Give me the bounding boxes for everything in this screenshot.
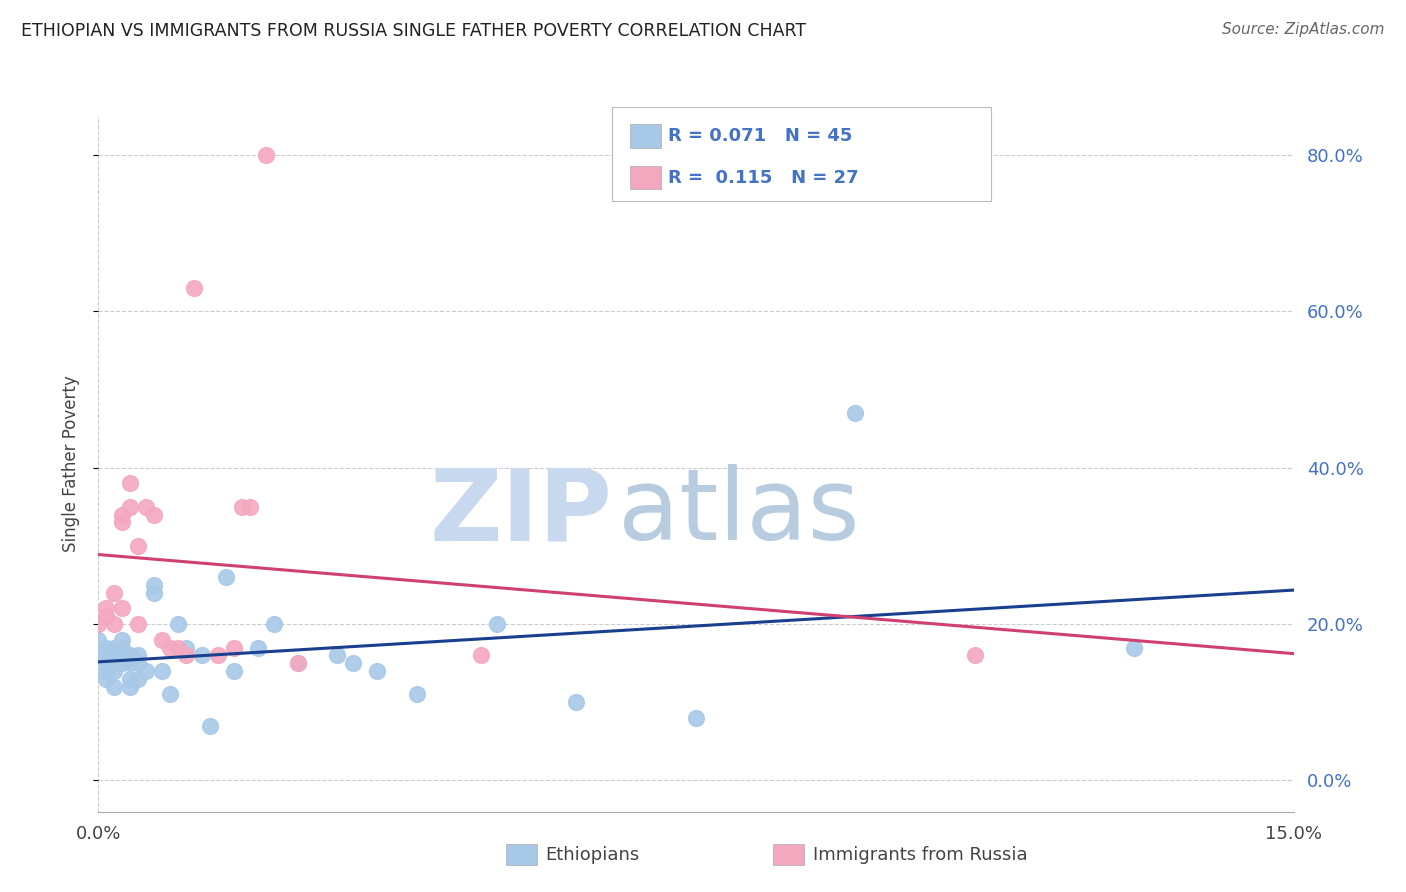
Point bbox=[167, 640, 190, 655]
Point bbox=[159, 640, 181, 655]
Text: Ethiopians: Ethiopians bbox=[546, 846, 640, 863]
Point bbox=[120, 680, 142, 694]
Point bbox=[120, 476, 142, 491]
Point bbox=[231, 500, 253, 514]
Point bbox=[96, 648, 118, 663]
Point bbox=[103, 586, 125, 600]
Point bbox=[326, 648, 349, 663]
Point bbox=[120, 500, 142, 514]
Point bbox=[127, 656, 149, 670]
Point bbox=[96, 664, 118, 678]
Point bbox=[222, 664, 245, 678]
Point bbox=[111, 640, 134, 655]
Point bbox=[120, 656, 142, 670]
Point bbox=[470, 648, 492, 663]
Point bbox=[183, 281, 205, 295]
Text: ETHIOPIAN VS IMMIGRANTS FROM RUSSIA SINGLE FATHER POVERTY CORRELATION CHART: ETHIOPIAN VS IMMIGRANTS FROM RUSSIA SING… bbox=[21, 22, 806, 40]
Point bbox=[111, 516, 134, 530]
Point bbox=[191, 648, 214, 663]
Point bbox=[1123, 640, 1146, 655]
Point bbox=[485, 617, 508, 632]
Text: atlas: atlas bbox=[619, 464, 860, 561]
Point bbox=[103, 648, 125, 663]
Point bbox=[143, 586, 166, 600]
Point bbox=[150, 664, 173, 678]
Point bbox=[111, 601, 134, 615]
Point bbox=[150, 632, 173, 647]
Point bbox=[174, 640, 197, 655]
Point bbox=[103, 680, 125, 694]
Point bbox=[565, 695, 588, 709]
Y-axis label: Single Father Poverty: Single Father Poverty bbox=[62, 376, 80, 552]
Point bbox=[174, 648, 197, 663]
Text: R = 0.071   N = 45: R = 0.071 N = 45 bbox=[668, 127, 852, 145]
Point bbox=[963, 648, 986, 663]
Point bbox=[87, 632, 110, 647]
Point bbox=[96, 601, 118, 615]
Point bbox=[167, 617, 190, 632]
Point bbox=[342, 656, 364, 670]
Point bbox=[207, 648, 229, 663]
Point bbox=[111, 508, 134, 522]
Point bbox=[246, 640, 269, 655]
Point bbox=[366, 664, 388, 678]
Point bbox=[103, 640, 125, 655]
Point bbox=[254, 148, 277, 162]
Point bbox=[263, 617, 285, 632]
Point bbox=[127, 648, 149, 663]
Point bbox=[111, 632, 134, 647]
Point bbox=[159, 688, 181, 702]
Point bbox=[103, 664, 125, 678]
Point bbox=[135, 500, 157, 514]
Point bbox=[406, 688, 429, 702]
Point bbox=[111, 656, 134, 670]
Point bbox=[120, 648, 142, 663]
Point bbox=[143, 578, 166, 592]
Point bbox=[103, 656, 125, 670]
Text: R =  0.115   N = 27: R = 0.115 N = 27 bbox=[668, 169, 859, 187]
Point bbox=[239, 500, 262, 514]
Point bbox=[127, 672, 149, 686]
Text: Source: ZipAtlas.com: Source: ZipAtlas.com bbox=[1222, 22, 1385, 37]
Point bbox=[127, 617, 149, 632]
Point bbox=[215, 570, 238, 584]
Point bbox=[103, 617, 125, 632]
Point bbox=[111, 648, 134, 663]
Point bbox=[685, 711, 707, 725]
Point bbox=[96, 640, 118, 655]
Point bbox=[844, 406, 866, 420]
Text: Immigrants from Russia: Immigrants from Russia bbox=[813, 846, 1028, 863]
Point bbox=[96, 672, 118, 686]
Point bbox=[120, 672, 142, 686]
Point bbox=[87, 617, 110, 632]
Point bbox=[135, 664, 157, 678]
Text: ZIP: ZIP bbox=[429, 464, 613, 561]
Point bbox=[287, 656, 309, 670]
Point bbox=[287, 656, 309, 670]
Point bbox=[96, 609, 118, 624]
Point bbox=[143, 508, 166, 522]
Point bbox=[96, 656, 118, 670]
Point bbox=[127, 539, 149, 553]
Point bbox=[222, 640, 245, 655]
Point bbox=[198, 719, 221, 733]
